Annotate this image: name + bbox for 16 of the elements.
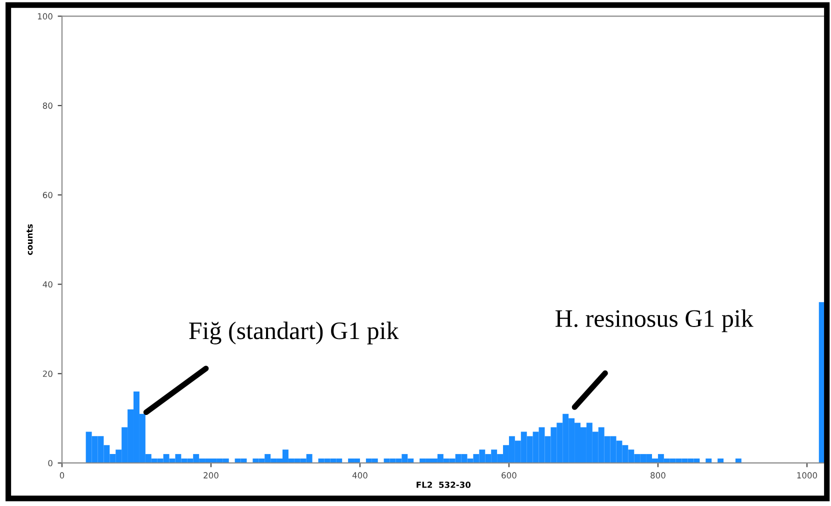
- y-tick-label: 40: [42, 281, 52, 288]
- y-axis-title: counts: [26, 224, 33, 255]
- y-tick-label: 80: [42, 102, 52, 109]
- x-tick-label: 200: [204, 472, 218, 478]
- y-tick-label: 60: [42, 192, 52, 198]
- x-tick-label: 1000: [797, 472, 818, 478]
- x-tick-label: 400: [352, 472, 368, 478]
- y-tick-label: 0: [48, 460, 52, 466]
- annotation: H. resinosus G1 pik: [556, 309, 754, 332]
- x-tick-label: 800: [650, 472, 666, 478]
- x-axis-title: FL2 532-30: [416, 482, 471, 488]
- annotation: Fiğ (standart) G1 pik: [189, 322, 399, 344]
- y-tick-label: 100: [38, 13, 52, 20]
- x-tick-label: 600: [502, 472, 516, 478]
- x-tick-label: 0: [60, 472, 64, 478]
- y-tick-label: 20: [42, 370, 52, 377]
